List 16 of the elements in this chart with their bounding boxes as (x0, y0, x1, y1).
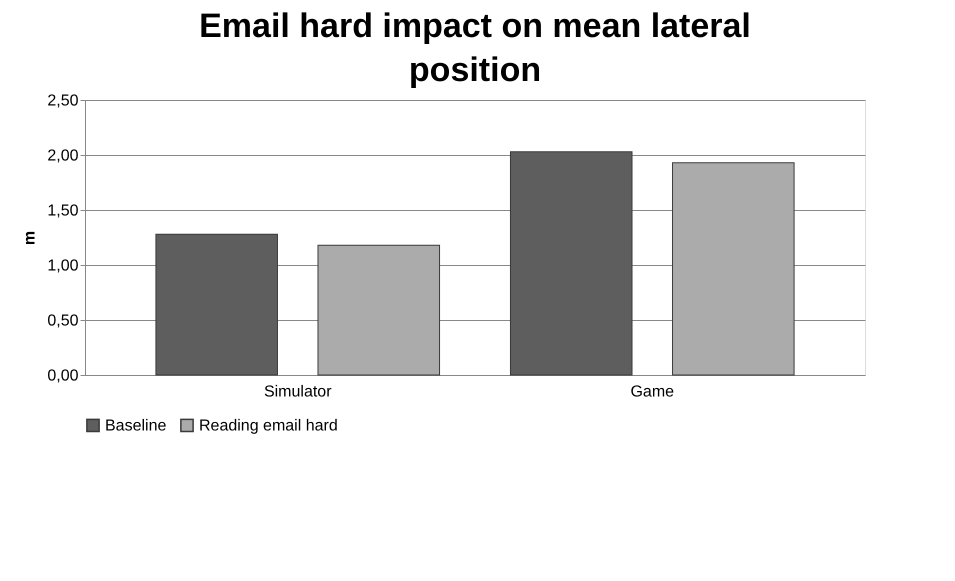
bar (155, 234, 278, 376)
y-tick-label: 1,50 (47, 202, 79, 220)
y-tick-label: 2,50 (47, 92, 79, 110)
y-tick-label: 2,00 (47, 148, 79, 164)
y-tick-label: 0,50 (47, 312, 79, 330)
y-tick-label: 0,00 (47, 368, 79, 384)
x-tick-label: Game (630, 384, 674, 400)
legend-label: Baseline (105, 417, 166, 434)
bar (317, 244, 440, 376)
y-tick-label: 1,00 (47, 258, 79, 274)
bar (672, 162, 795, 376)
legend-label: Reading email hard (199, 417, 338, 434)
bar (510, 151, 633, 376)
y-axis-title: m (21, 230, 38, 246)
x-tick-label: Simulator (264, 384, 332, 400)
chart-title: Email hard impact on mean lateral position (199, 7, 751, 89)
